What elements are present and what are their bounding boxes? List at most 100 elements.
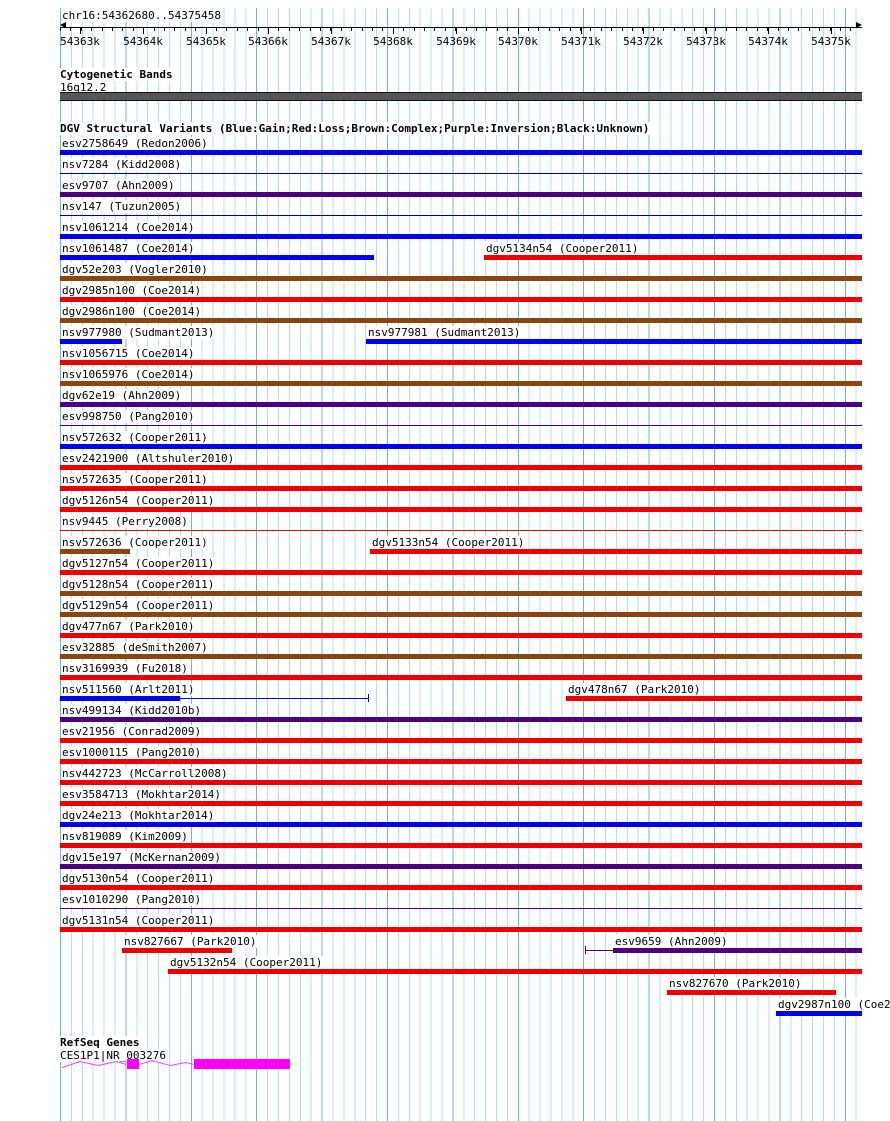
dgv-variant-bar[interactable] bbox=[60, 696, 180, 701]
ruler-tick-minor bbox=[278, 27, 279, 31]
dgv-variant-bar[interactable] bbox=[60, 215, 862, 216]
ruler-tick-major bbox=[768, 27, 769, 34]
dgv-variant-row: nsv977980 (Sudmant2013) nsv977981 (Sudman… bbox=[0, 326, 890, 347]
dgv-variant-bar[interactable] bbox=[60, 297, 862, 302]
dgv-variant-bar[interactable] bbox=[60, 780, 862, 785]
dgv-variant-row: dgv24e213 (Mokhtar2014) bbox=[0, 809, 890, 830]
dgv-variant-label: nsv9445 (Perry2008) bbox=[61, 515, 189, 528]
ruler-tick-minor bbox=[455, 27, 456, 31]
dgv-variant-bar[interactable] bbox=[60, 675, 862, 680]
dgv-variant-bar[interactable] bbox=[566, 696, 862, 701]
dgv-variant-bar[interactable] bbox=[484, 255, 862, 260]
ruler-tick-minor bbox=[414, 27, 415, 31]
ruler-tick-minor bbox=[611, 27, 612, 31]
dgv-variant-row: esv1000115 (Pang2010) bbox=[0, 746, 890, 767]
ruler-tick-minor bbox=[819, 27, 820, 31]
dgv-variant-bar[interactable] bbox=[613, 948, 862, 953]
refseq-genes-title: RefSeq Genes bbox=[59, 1036, 141, 1049]
dgv-variant-bar[interactable] bbox=[60, 425, 862, 426]
dgv-variant-bar[interactable] bbox=[60, 276, 862, 281]
dgv-variant-row: nsv442723 (McCarroll2008) bbox=[0, 767, 890, 788]
dgv-variant-row: esv1010290 (Pang2010) bbox=[0, 893, 890, 914]
dgv-variant-bar[interactable] bbox=[60, 173, 862, 174]
dgv-variant-row: dgv15e197 (McKernan2009) bbox=[0, 851, 890, 872]
dgv-variant-row: esv2421900 (Altshuler2010) bbox=[0, 452, 890, 473]
dgv-variant-bar[interactable] bbox=[60, 843, 862, 848]
dgv-variant-bar[interactable] bbox=[60, 150, 862, 155]
ruler-tick-minor bbox=[549, 27, 550, 31]
dgv-variant-bar[interactable] bbox=[60, 591, 862, 596]
ruler-tick-minor bbox=[424, 27, 425, 31]
dgv-variant-bar[interactable] bbox=[60, 381, 862, 386]
ruler-tick-minor bbox=[258, 27, 259, 31]
dgv-variant-bar[interactable] bbox=[122, 948, 232, 953]
dgv-variant-label: dgv2986n100 (Coe2014) bbox=[61, 305, 203, 318]
dgv-variant-bar[interactable] bbox=[60, 339, 122, 344]
dgv-variant-bar[interactable] bbox=[60, 633, 862, 638]
dgv-variant-bar[interactable] bbox=[60, 549, 130, 554]
dgv-variant-bar[interactable] bbox=[60, 444, 862, 449]
dgv-variant-bar[interactable] bbox=[60, 759, 862, 764]
dgv-variant-row: nsv572636 (Cooper2011) dgv5133n54 (Cooper… bbox=[0, 536, 890, 557]
dgv-variant-bar[interactable] bbox=[60, 465, 862, 470]
dgv-variant-row: dgv5126n54 (Cooper2011) bbox=[0, 494, 890, 515]
dgv-variant-bar[interactable] bbox=[667, 990, 836, 995]
dgv-variant-bar[interactable] bbox=[60, 318, 862, 323]
dgv-variant-bar[interactable] bbox=[168, 969, 862, 974]
dgv-variant-bar[interactable] bbox=[60, 507, 862, 512]
ruler-tick-minor bbox=[320, 27, 321, 31]
dgv-variant-bar[interactable] bbox=[60, 885, 862, 890]
ruler-tick-major bbox=[581, 27, 582, 34]
ruler-tick-minor bbox=[351, 27, 352, 31]
ruler-tick-minor bbox=[653, 27, 654, 31]
dgv-variant-bar[interactable] bbox=[776, 1011, 862, 1016]
cytogenetic-band-bar[interactable] bbox=[60, 92, 862, 101]
ruler-tick-label: 54374k bbox=[748, 35, 788, 48]
dgv-variant-bar[interactable] bbox=[366, 339, 862, 344]
dgv-variant-bar[interactable] bbox=[60, 738, 862, 743]
dgv-track-title: DGV Structural Variants (Blue:Gain;Red:L… bbox=[59, 122, 651, 135]
coordinate-ruler[interactable]: chr16:54362680..54375458 54363k 54364k 543… bbox=[0, 8, 890, 56]
ruler-tick-minor bbox=[70, 27, 71, 31]
dgv-variant-bar[interactable] bbox=[370, 549, 862, 554]
dgv-variant-bar[interactable] bbox=[60, 612, 862, 617]
dgv-variant-bar[interactable] bbox=[60, 717, 862, 722]
ruler-tick-minor bbox=[195, 27, 196, 31]
dgv-variant-bar[interactable] bbox=[60, 255, 374, 260]
dgv-variant-label: dgv5132n54 (Cooper2011) bbox=[169, 956, 324, 969]
dgv-variant-bar[interactable] bbox=[60, 360, 862, 365]
dgv-variant-row: nsv1061214 (Coe2014) bbox=[0, 221, 890, 242]
dgv-variant-label: nsv572636 (Cooper2011) bbox=[61, 536, 209, 549]
dgv-variant-label: dgv5126n54 (Cooper2011) bbox=[61, 494, 216, 507]
refseq-exon[interactable] bbox=[194, 1059, 290, 1069]
dgv-variant-bar[interactable] bbox=[60, 864, 862, 869]
dgv-variant-label: dgv5131n54 (Cooper2011) bbox=[61, 914, 216, 927]
dgv-variant-bar[interactable] bbox=[60, 192, 862, 197]
dgv-variant-row: dgv5132n54 (Cooper2011) bbox=[0, 956, 890, 977]
dgv-variant-bar[interactable] bbox=[60, 654, 862, 659]
dgv-variant-row: esv3584713 (Mokhtar2014) bbox=[0, 788, 890, 809]
ruler-tick-minor bbox=[216, 27, 217, 31]
ruler-tick-minor bbox=[559, 27, 560, 31]
ruler-tick-minor bbox=[486, 27, 487, 31]
dgv-variant-label: dgv62e19 (Ahn2009) bbox=[61, 389, 183, 402]
ruler-tick-minor bbox=[122, 27, 123, 31]
right-gutter bbox=[862, 0, 890, 1121]
refseq-exon[interactable] bbox=[127, 1059, 139, 1069]
ruler-tick-minor bbox=[746, 27, 747, 31]
dgv-variant-bar[interactable] bbox=[60, 801, 862, 806]
ruler-tick-minor bbox=[590, 27, 591, 31]
dgv-variant-bar[interactable] bbox=[60, 822, 862, 827]
dgv-variant-label: dgv478n67 (Park2010) bbox=[567, 683, 702, 696]
dgv-variant-bar[interactable] bbox=[60, 530, 862, 531]
ruler-tick-minor bbox=[174, 27, 175, 31]
dgv-variant-bar[interactable] bbox=[60, 908, 862, 909]
dgv-variant-row: nsv572635 (Cooper2011) bbox=[0, 473, 890, 494]
dgv-variant-bar[interactable] bbox=[60, 402, 862, 407]
dgv-variant-label: nsv827670 (Park2010) bbox=[668, 977, 803, 990]
dgv-variant-bar[interactable] bbox=[60, 927, 862, 932]
dgv-variant-bar[interactable] bbox=[60, 486, 862, 491]
dgv-variant-label: dgv52e203 (Vogler2010) bbox=[61, 263, 209, 276]
dgv-variant-bar[interactable] bbox=[60, 570, 862, 575]
dgv-variant-bar[interactable] bbox=[60, 234, 862, 239]
